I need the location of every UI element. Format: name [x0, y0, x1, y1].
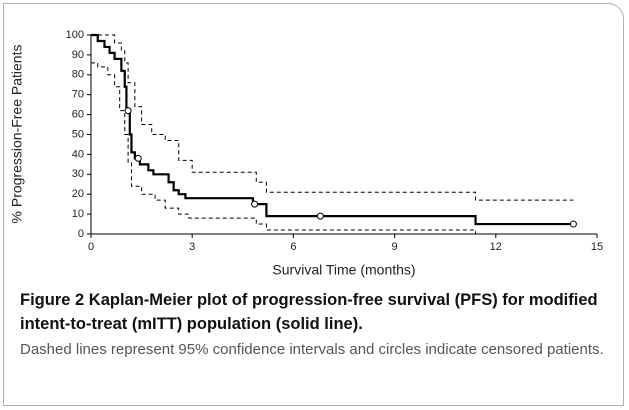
y-tick-label: 0 — [78, 228, 84, 240]
y-tick-label: 30 — [72, 168, 84, 180]
y-tick-label: 80 — [72, 69, 84, 81]
x-axis-label: Survival Time (months) — [272, 262, 415, 278]
y-tick-label: 60 — [72, 109, 84, 121]
y-tick-label: 50 — [72, 128, 84, 140]
ci-line — [91, 34, 574, 201]
x-tick-label: 12 — [490, 241, 502, 253]
y-tick-label: 20 — [72, 188, 84, 200]
y-axis-label: % Progression-Free Patients — [9, 45, 25, 224]
y-tick-label: 100 — [66, 29, 84, 41]
caption-text: Dashed lines represent 95% confidence in… — [20, 341, 604, 358]
censored-marker — [251, 200, 259, 208]
ci-line — [91, 62, 574, 235]
chart: % Progression-Free Patients Survival Tim… — [9, 29, 603, 278]
censored-marker — [134, 154, 142, 162]
y-tick-label: 10 — [72, 208, 84, 220]
censored-marker — [316, 212, 324, 220]
y-tick-label: 70 — [72, 89, 84, 101]
y-tick-label: 90 — [72, 49, 84, 61]
y-tick-label: 40 — [72, 148, 84, 160]
x-tick-label: 15 — [591, 241, 603, 253]
x-tick-label: 0 — [88, 241, 94, 253]
caption-title: Kaplan-Meier plot of progression-free su… — [20, 291, 598, 333]
figure-frame — [3, 3, 624, 406]
caption-label: Figure 2 — [20, 291, 85, 309]
censored-marker — [569, 220, 577, 228]
caption: Figure 2 Kaplan-Meier plot of progressio… — [20, 288, 610, 361]
x-tick-label: 6 — [290, 241, 296, 253]
x-tick-label: 3 — [189, 241, 195, 253]
survival-line — [91, 33, 574, 226]
x-tick-label: 9 — [392, 241, 398, 253]
censored-marker — [124, 107, 132, 115]
